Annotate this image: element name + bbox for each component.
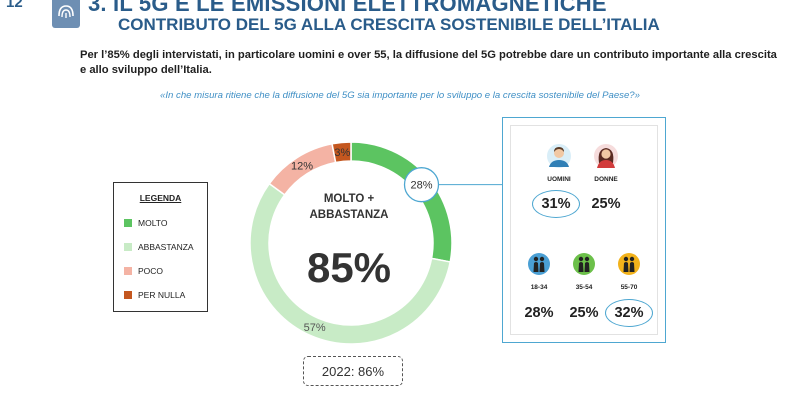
slice-label-poco: 12% (291, 161, 313, 173)
center-value: 85% (307, 244, 391, 291)
age-label-35-54: 35-54 (575, 284, 593, 291)
highlight-ring (605, 299, 653, 327)
gender-value-men: 31% (541, 196, 571, 212)
intro-text: Per l’85% degli intervistati, in partico… (80, 49, 777, 76)
legend-swatch (124, 243, 132, 251)
gender-value-women: 25% (591, 196, 621, 212)
legend-label: PER NULLA (138, 290, 186, 300)
legend-swatch (124, 267, 132, 275)
age-value-35-54: 25% (569, 305, 599, 321)
legend-item-poco: POCO (114, 259, 207, 283)
center-line2: ABBASTANZA (309, 209, 388, 221)
legend-label: POCO (138, 266, 164, 276)
age-value-55-70: 32% (614, 305, 644, 321)
donut-slice-abbastanza (249, 182, 452, 345)
legend-label: ABBASTANZA (138, 242, 194, 252)
survey-question: «In che misura ritiene che la diffusione… (160, 90, 640, 101)
center-line1: MOLTO + (324, 193, 375, 205)
legend-item-per-nulla: PER NULLA (114, 283, 207, 307)
highlight-ring (532, 190, 580, 218)
woman-icon (594, 144, 618, 168)
legend-swatch (124, 219, 132, 227)
legend-item-abbastanza: ABBASTANZA (114, 235, 207, 259)
legend: LEGENDA MOLTO ABBASTANZA POCO PER NULLA (113, 182, 208, 312)
people-group-icon (528, 253, 550, 275)
slice-label-circle (403, 167, 440, 203)
donut-slice-per-nulla (331, 141, 352, 164)
man-icon (547, 144, 571, 168)
breakdown-panel-inner (510, 125, 658, 335)
breakdown-panel: UOMINI DONNE 31% 25% 18-34 35-54 55-70 2… (502, 117, 666, 343)
legend-label: MOLTO (138, 218, 168, 228)
age-label-55-70: 55-70 (620, 284, 638, 291)
slice-label-abbastanza: 57% (304, 322, 326, 334)
people-group-icon (573, 253, 595, 275)
legend-swatch (124, 291, 132, 299)
slice-label-per-nulla: 3% (334, 147, 350, 159)
page-subtitle: CONTRIBUTO DEL 5G ALLA CRESCITA SOSTENIB… (118, 15, 660, 34)
gender-label-women: DONNE (594, 176, 618, 183)
page-number: 12 (6, 0, 23, 11)
legend-item-molto: MOLTO (114, 211, 207, 235)
age-label-18-34: 18-34 (530, 284, 548, 291)
page-title: 3. IL 5G E LE EMISSIONI ELETTROMAGNETICH… (88, 0, 607, 16)
previous-year-box: 2022: 86% (303, 356, 403, 386)
gender-label-men: UOMINI (547, 176, 571, 183)
slice-label-molto: 28% (410, 180, 432, 192)
logo (52, 0, 80, 28)
fingerprint-icon (58, 5, 74, 18)
people-group-icon (618, 253, 640, 275)
age-value-18-34: 28% (524, 305, 554, 321)
legend-title: LEGENDA (139, 193, 182, 203)
